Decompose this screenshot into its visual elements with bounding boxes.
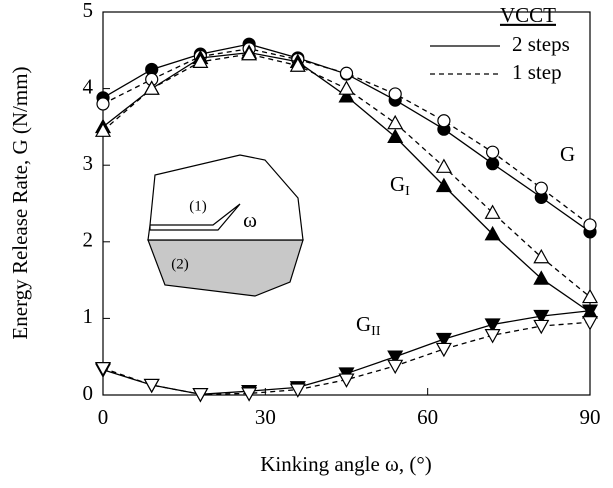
annotation: G — [560, 142, 575, 166]
series-line — [102, 321, 591, 395]
legend: 2 steps 1 step — [430, 32, 570, 84]
annotation-text: G — [356, 312, 371, 336]
y-tick-label: 3 — [83, 151, 94, 175]
marker — [533, 309, 550, 325]
plot-frame — [102, 11, 591, 396]
marker — [435, 332, 452, 348]
marker — [338, 88, 355, 103]
x-tick-label: 30 — [255, 405, 276, 429]
marker — [387, 128, 404, 144]
marker — [583, 218, 597, 232]
marker — [581, 304, 599, 319]
marker — [437, 114, 451, 128]
x-tick-label: 60 — [417, 405, 438, 429]
marker — [192, 388, 209, 403]
marker — [533, 319, 550, 335]
inset: (1) (2) ω — [147, 154, 304, 297]
series-line — [102, 48, 591, 226]
y-tick-label: 4 — [83, 74, 94, 98]
marker — [339, 66, 354, 80]
inset-angle: ω — [243, 208, 257, 232]
marker — [486, 157, 500, 171]
marker — [533, 270, 550, 285]
marker — [484, 225, 501, 241]
inset-region-1 — [147, 154, 304, 241]
marker — [94, 361, 112, 377]
marker — [484, 204, 501, 219]
marker — [484, 329, 501, 344]
marker — [533, 248, 550, 264]
marker — [435, 342, 452, 358]
annotation-text: G — [390, 172, 405, 196]
marker — [143, 80, 160, 95]
x-axis-label: Kinking angle ω, (°) — [260, 452, 432, 476]
annotation-subscript: I — [405, 184, 410, 199]
annotation: GI — [390, 172, 410, 199]
marker — [435, 177, 452, 193]
marker — [387, 114, 404, 130]
annotation-subscript: II — [371, 324, 381, 339]
marker — [338, 373, 355, 388]
marker — [534, 181, 548, 195]
marker — [289, 383, 306, 398]
marker — [241, 45, 258, 61]
annotation: GII — [356, 312, 381, 339]
marker — [387, 350, 404, 365]
y-tick-label: 0 — [83, 381, 94, 405]
legend-label: 1 step — [512, 60, 562, 84]
marker — [581, 288, 599, 304]
marker — [338, 80, 355, 95]
marker — [484, 318, 501, 333]
marker — [96, 97, 110, 111]
marker — [486, 145, 500, 159]
marker — [143, 378, 160, 394]
inset-label: (1) — [189, 198, 207, 214]
inset-label: (2) — [171, 256, 189, 272]
annotation-text: G — [560, 142, 575, 166]
y-tick-label: 5 — [83, 0, 94, 22]
legend-label: 2 steps — [512, 32, 570, 56]
y-tick-label: 2 — [83, 228, 94, 252]
x-tick-label: 0 — [98, 405, 109, 429]
marker — [94, 122, 112, 137]
marker — [289, 57, 306, 72]
marker — [388, 87, 402, 101]
y-tick-label: 1 — [83, 304, 94, 328]
marker — [435, 158, 452, 173]
marker — [192, 53, 209, 68]
marker — [581, 316, 599, 331]
y-axis-label: Energy Release Rate, G (N/mm) — [8, 66, 32, 339]
x-tick-label: 90 — [580, 405, 601, 429]
marker — [241, 387, 258, 402]
marker — [387, 359, 404, 375]
legend-title: VCCT — [500, 3, 556, 27]
